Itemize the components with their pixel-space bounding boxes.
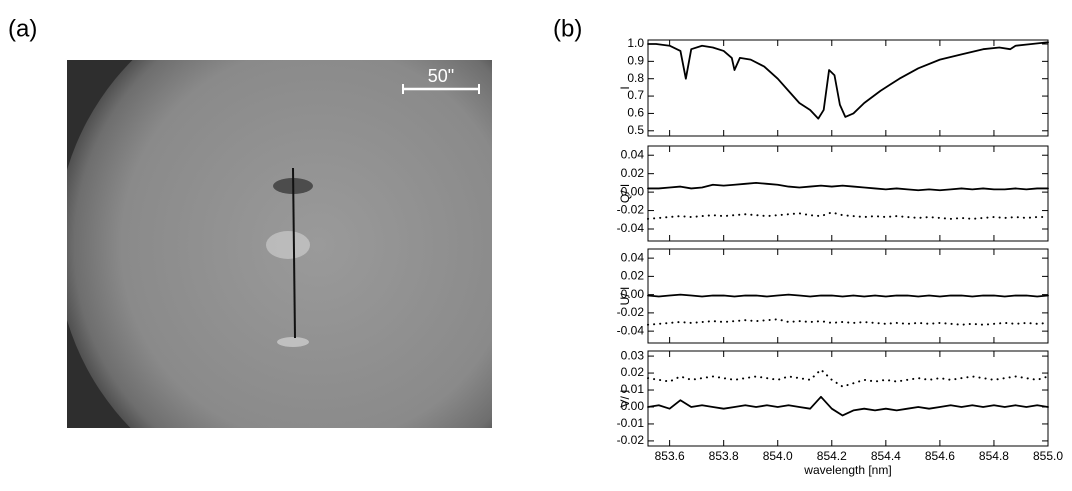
y-axis-label: Q/ I xyxy=(618,184,632,203)
x-tick-label: 854.8 xyxy=(979,449,1009,463)
y-tick-label: -0.04 xyxy=(617,323,645,337)
y-axis-label: V/ I xyxy=(618,389,632,407)
y-tick-label: -0.02 xyxy=(617,203,645,217)
y-tick-label: 0.02 xyxy=(621,365,645,379)
y-tick-label: 0.02 xyxy=(621,166,645,180)
plot-frame xyxy=(647,350,1049,447)
line-series xyxy=(647,368,1049,388)
solar-disk xyxy=(67,60,492,428)
y-tick-label: 0.00 xyxy=(621,399,645,413)
x-tick-label: 854.2 xyxy=(817,449,847,463)
x-axis-label: wavelength [nm] xyxy=(803,463,891,477)
line-series xyxy=(647,395,1049,417)
line-series xyxy=(647,181,1049,192)
y-tick-label: 0.6 xyxy=(627,106,644,120)
panel-label: (a) xyxy=(8,15,37,42)
y-tick-label: 0.7 xyxy=(627,88,644,102)
x-tick-label: 854.0 xyxy=(763,449,793,463)
x-tick-label: 853.6 xyxy=(655,449,685,463)
y-tick-label: 0.5 xyxy=(627,123,644,137)
x-tick-label: 853.8 xyxy=(709,449,739,463)
slit xyxy=(292,167,296,339)
x-tick-label: 855.0 xyxy=(1033,449,1063,463)
plot-frame xyxy=(647,39,1049,137)
x-tick-label: 854.4 xyxy=(871,449,901,463)
y-tick-label: 0.04 xyxy=(621,147,645,161)
y-tick-label: 0.00 xyxy=(621,287,645,301)
y-tick-label: -0.01 xyxy=(617,416,645,430)
y-axis-label: I xyxy=(618,86,632,89)
x-tick-label: 854.6 xyxy=(925,449,955,463)
line-series xyxy=(647,318,1049,326)
line-series xyxy=(647,41,1049,120)
line-series xyxy=(647,211,1049,220)
y-tick-label: 0.8 xyxy=(627,71,644,85)
panel-label: (b) xyxy=(553,15,582,42)
plage xyxy=(266,231,310,259)
y-tick-label: -0.04 xyxy=(617,221,645,235)
y-tick-label: 0.00 xyxy=(621,184,645,198)
scale-bar-label: 50" xyxy=(428,66,454,86)
y-tick-label: -0.02 xyxy=(617,305,645,319)
y-tick-label: 0.9 xyxy=(627,54,644,68)
plage xyxy=(277,337,309,347)
y-tick-label: 0.03 xyxy=(621,348,645,362)
y-tick-label: 0.04 xyxy=(621,250,645,264)
solar-image: 50" xyxy=(67,60,492,428)
y-tick-label: 0.02 xyxy=(621,269,645,283)
line-series xyxy=(647,293,1049,298)
y-tick-label: 0.01 xyxy=(621,382,645,396)
y-tick-label: -0.02 xyxy=(617,433,645,447)
plot-frame xyxy=(647,145,1049,242)
y-tick-label: 1.0 xyxy=(627,36,644,50)
y-axis-label: U/ I xyxy=(618,287,632,306)
